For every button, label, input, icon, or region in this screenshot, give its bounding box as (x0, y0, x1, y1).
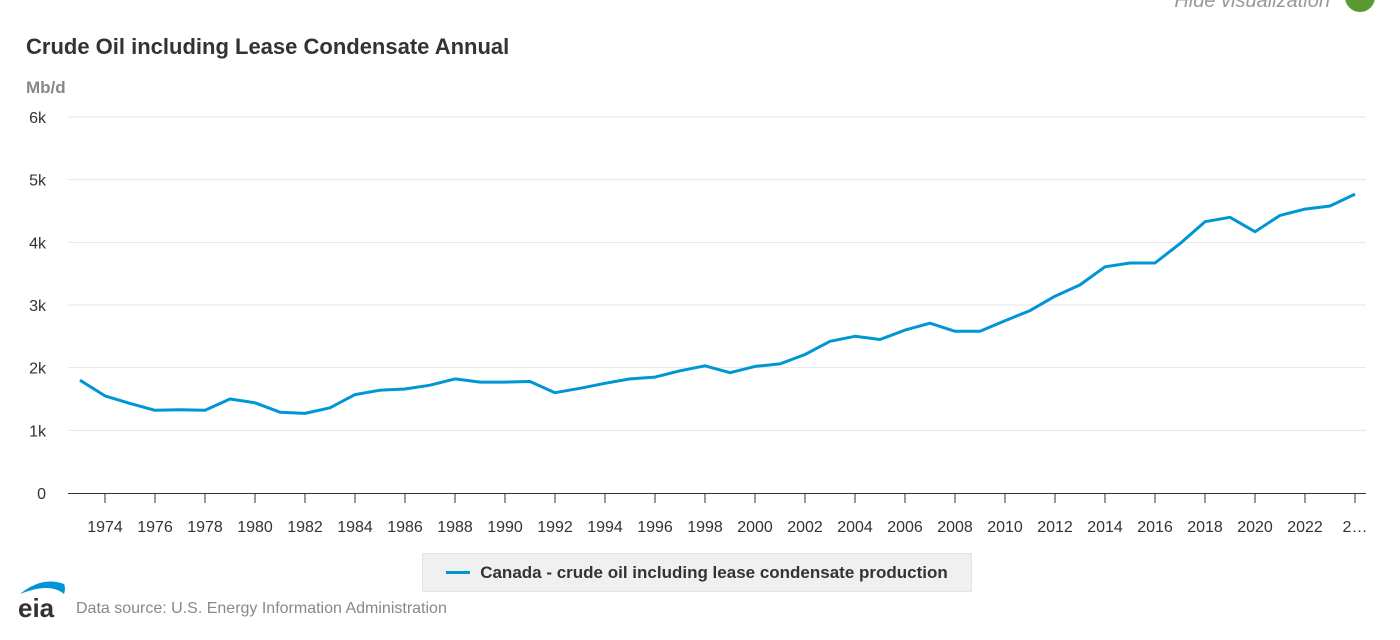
x-tick-label: 1984 (337, 519, 373, 536)
x-tick-label: 2… (1343, 519, 1368, 536)
x-tick-label: 2018 (1187, 519, 1223, 536)
x-tick-label: 1978 (187, 519, 223, 536)
x-tick-label: 2022 (1287, 519, 1323, 536)
svg-text:eia: eia (18, 593, 55, 620)
x-tick-label: 2010 (987, 519, 1023, 536)
x-tick-label: 1976 (137, 519, 173, 536)
y-tick-label: 6k (29, 110, 47, 127)
x-tick-label: 2012 (1037, 519, 1073, 536)
collapse-icon[interactable] (1345, 0, 1375, 12)
x-tick-label: 2020 (1237, 519, 1273, 536)
x-tick-label: 1996 (637, 519, 673, 536)
x-tick-label: 2006 (887, 519, 923, 536)
y-tick-label: 2k (29, 361, 47, 378)
x-tick-label: 2014 (1087, 519, 1123, 536)
y-tick-label: 4k (29, 235, 47, 252)
eia-logo: eia (18, 581, 65, 620)
y-tick-label: 1k (29, 423, 47, 440)
x-tick-label: 2004 (837, 519, 873, 536)
series-line (79, 192, 1356, 415)
x-tick-label: 1990 (487, 519, 523, 536)
y-tick-label: 5k (29, 173, 47, 190)
x-tick-label: 2008 (937, 519, 973, 536)
legend-line-icon (446, 571, 471, 574)
y-axis-unit: Mb/d (26, 78, 66, 97)
x-tick-label: 1998 (687, 519, 723, 536)
data-source: Data source: U.S. Energy Information Adm… (76, 600, 447, 617)
x-tick-label: 1980 (237, 519, 273, 536)
chart-title: Crude Oil including Lease Condensate Ann… (26, 34, 510, 59)
x-tick-label: 2000 (737, 519, 773, 536)
y-tick-label: 3k (29, 298, 47, 315)
x-tick-label: 2002 (787, 519, 823, 536)
legend-label: Canada - crude oil including lease conde… (480, 562, 948, 582)
x-tick-label: 1994 (587, 519, 623, 536)
hide-visualization-link[interactable]: Hide visualization (1174, 0, 1330, 12)
x-tick-label: 1986 (387, 519, 423, 536)
x-tick-label: 1982 (287, 519, 323, 536)
y-tick-label: 0 (37, 486, 46, 503)
x-tick-label: 2016 (1137, 519, 1173, 536)
x-tick-label: 1988 (437, 519, 473, 536)
x-tick-label: 1974 (87, 519, 123, 536)
x-tick-label: 1992 (537, 519, 573, 536)
legend-item[interactable]: Canada - crude oil including lease conde… (422, 553, 972, 592)
